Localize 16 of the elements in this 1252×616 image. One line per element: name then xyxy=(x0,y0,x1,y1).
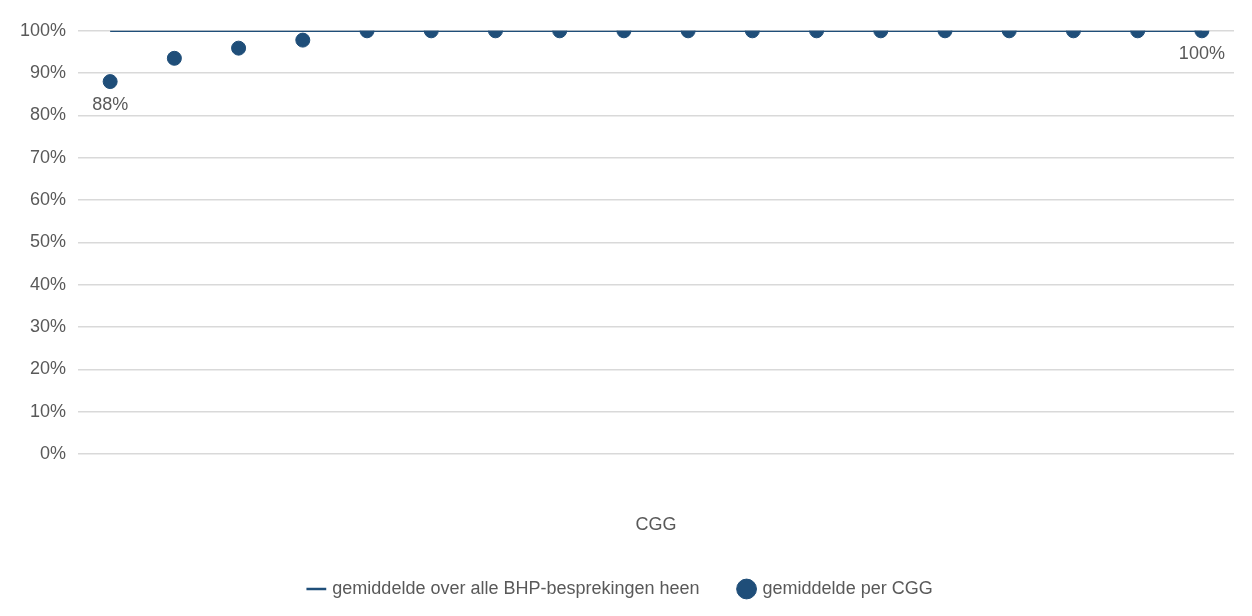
y-tick-label: 80% xyxy=(30,104,67,125)
y-tick-label: 50% xyxy=(30,231,67,252)
y-tick-label: 90% xyxy=(30,62,67,83)
y-tick-label: 70% xyxy=(30,146,67,167)
data-label: 88% xyxy=(92,93,129,114)
y-tick-label: 30% xyxy=(30,316,67,337)
legend-label: gemiddelde per CGG xyxy=(762,577,933,598)
y-tick-label: 20% xyxy=(30,358,67,379)
y-tick-label: 100% xyxy=(19,19,67,40)
y-tick-label: 0% xyxy=(40,442,67,463)
x-axis-title: CGG xyxy=(635,514,677,535)
legend-label: gemiddelde over alle BHP-besprekingen heen xyxy=(332,577,700,598)
y-tick-label: 10% xyxy=(30,400,67,421)
y-tick-label: 40% xyxy=(30,273,67,294)
y-tick-label: 60% xyxy=(30,189,67,210)
data-label: 100% xyxy=(1178,42,1225,63)
